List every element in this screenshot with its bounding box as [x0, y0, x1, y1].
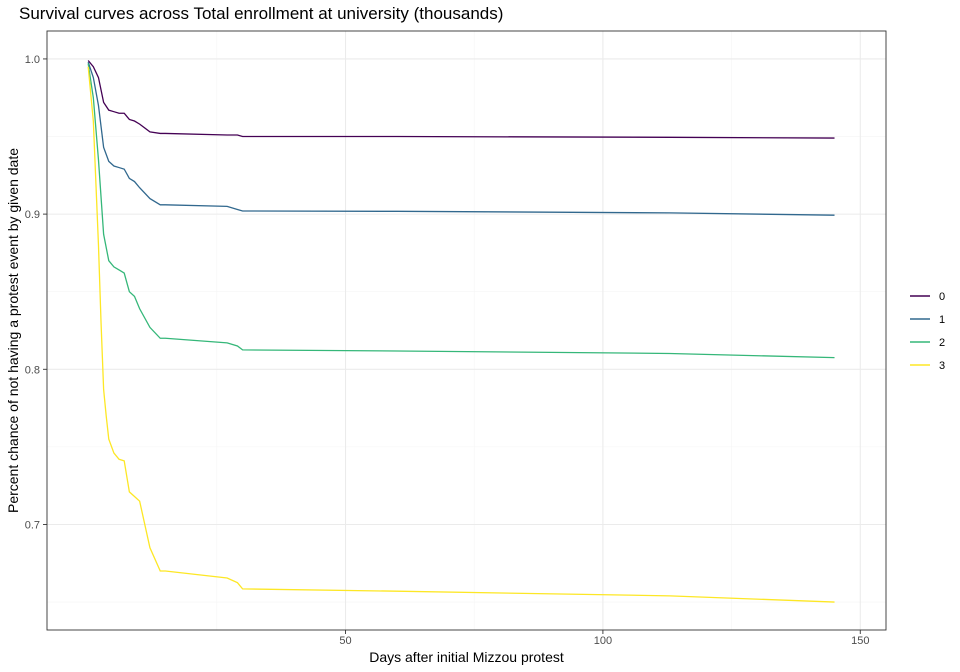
chart-title: Survival curves across Total enrollment …	[19, 4, 503, 23]
legend-label-3: 3	[939, 360, 945, 372]
series-line-1	[87, 61, 835, 216]
x-tick-label: 50	[339, 635, 351, 647]
y-tick-label: 1.0	[25, 54, 40, 66]
y-tick-label: 0.9	[25, 209, 40, 221]
x-axis: 50 100 150	[339, 630, 869, 647]
series-line-3	[87, 66, 835, 603]
legend-label-1: 1	[939, 314, 945, 326]
x-tick-label: 150	[851, 635, 869, 647]
series-line-2	[87, 63, 835, 359]
legend: 0 1 2 3	[910, 291, 945, 372]
x-tick-label: 100	[594, 635, 612, 647]
series-lines	[87, 60, 835, 603]
series-line-0	[87, 60, 835, 139]
legend-label-2: 2	[939, 337, 945, 349]
y-axis-title: Percent chance of not having a protest e…	[5, 148, 21, 513]
grid	[47, 31, 886, 630]
plot-panel	[46, 30, 887, 631]
y-axis: 0.7 0.8 0.9 1.0	[25, 54, 47, 531]
x-axis-title: Days after initial Mizzou protest	[369, 649, 564, 665]
y-tick-label: 0.8	[25, 364, 40, 376]
y-tick-label: 0.7	[25, 519, 40, 531]
legend-label-0: 0	[939, 291, 945, 303]
